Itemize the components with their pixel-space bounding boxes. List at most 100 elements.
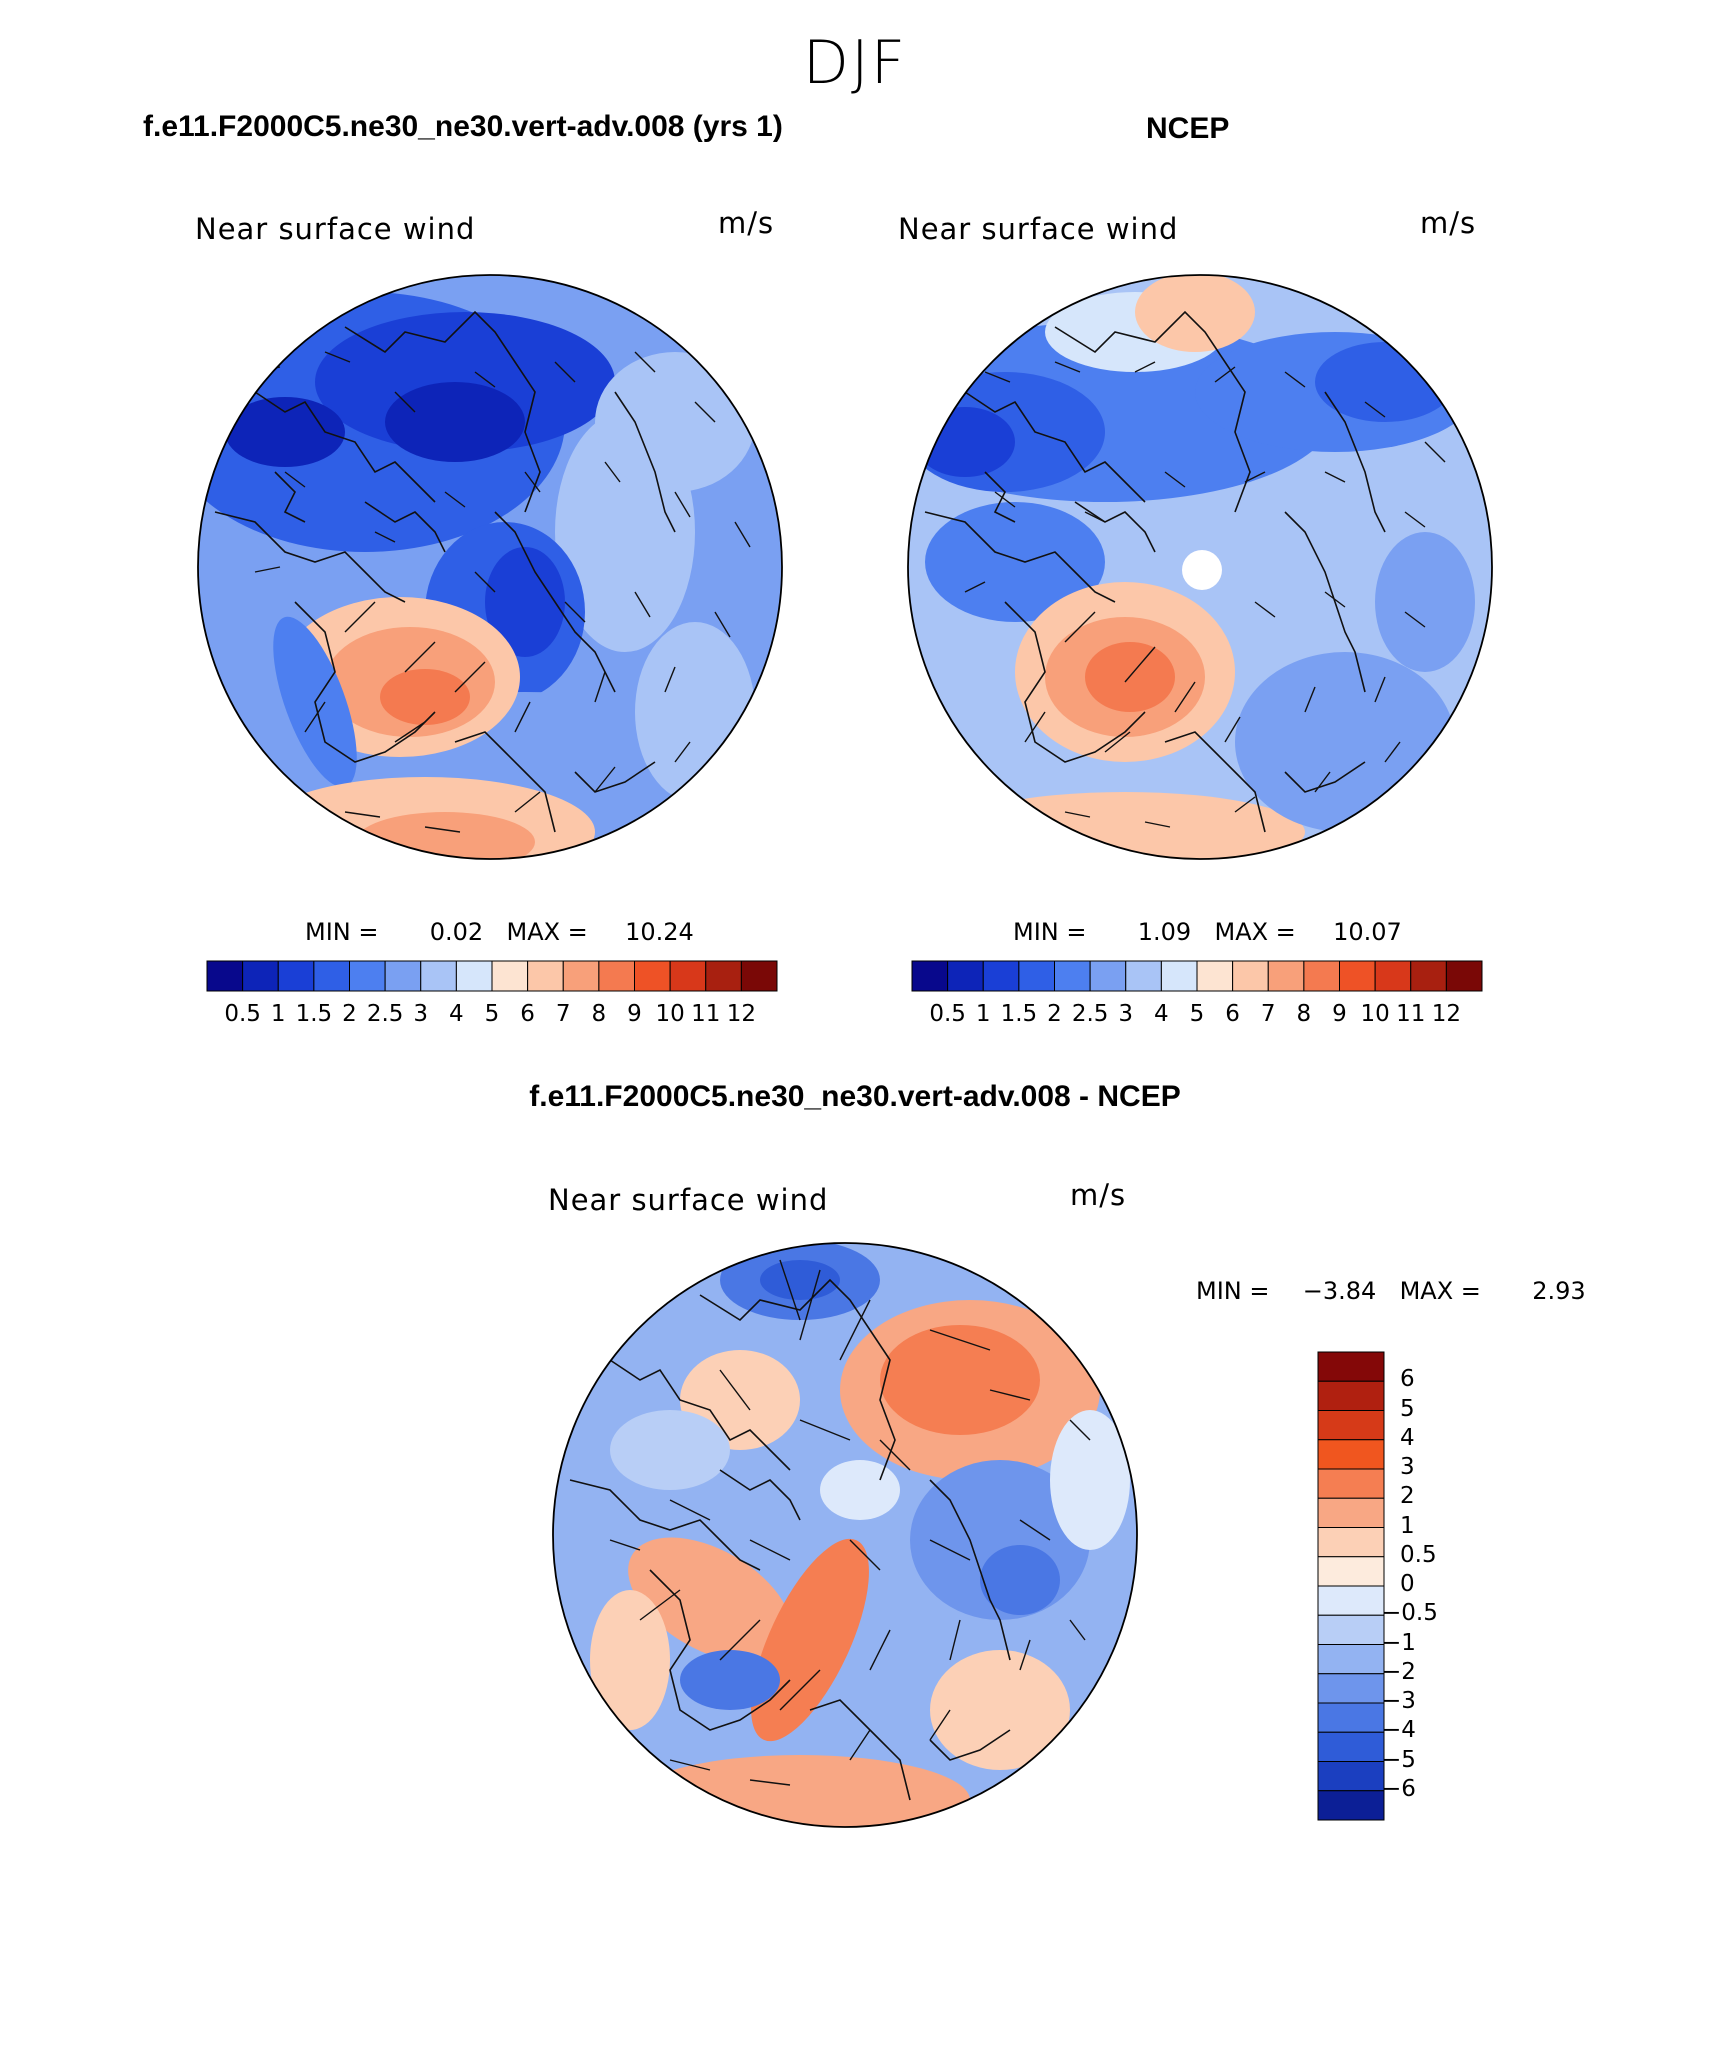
- panel-3-max-value: 2.93: [1532, 1277, 1586, 1305]
- panel-1-units-label: m/s: [718, 206, 775, 240]
- panel-3-colorbar-swatch: [1317, 1468, 1385, 1499]
- panel-1-colorbar-swatch: [242, 960, 279, 992]
- panel-3-colorbar-swatch: [1317, 1702, 1385, 1733]
- panel-1-variable-label: Near surface wind: [195, 212, 476, 246]
- panel-3-colorbar-tick-label: −2: [1382, 1658, 1416, 1685]
- panel-2-colorbar-swatch: [1339, 960, 1376, 992]
- panel-1-colorbar-swatch: [206, 960, 244, 992]
- panel-2-max-value: 10.07: [1333, 918, 1402, 946]
- panel-3-colorbar-tick-label: 4: [1400, 1424, 1415, 1451]
- panel-3-colorbar-swatch: [1317, 1644, 1385, 1675]
- panel-2-colorbar-swatch: [1089, 960, 1127, 992]
- panel-2-colorbar-swatch: [1054, 960, 1091, 992]
- panel-1-min-label: MIN =: [305, 918, 379, 946]
- panel-1-colorbar-ticks: 0.5 1 1.5 2 2.5 3 4 5 6 7 8 9 10 11 12: [207, 1001, 777, 1031]
- panel-2-colorbar-swatch: [1232, 960, 1269, 992]
- panel-3-colorbar-tick-label: 0.5: [1400, 1541, 1437, 1568]
- panel-2-variable-label: Near surface wind: [898, 212, 1179, 246]
- panel-1-colorbar-swatch: [491, 960, 529, 992]
- panel-2-colorbar-swatch: [1125, 960, 1162, 992]
- panel-2-colorbar-swatch: [1410, 960, 1447, 992]
- panel-3-colorbar-swatch: [1317, 1790, 1385, 1821]
- panel-1-colorbar-tick-label: 0.5: [224, 1001, 261, 1027]
- panel-2-colorbar-tick-label: 6: [1225, 1001, 1240, 1027]
- panel-3-colorbar-tick-label: 1: [1400, 1512, 1415, 1539]
- panel-3-colorbar-swatch: [1317, 1585, 1385, 1616]
- panel-1-colorbar-tick-label: 3: [413, 1001, 429, 1027]
- panel-2-title: NCEP: [1146, 112, 1230, 145]
- panel-3-colorbar-tick-label: −1: [1382, 1629, 1416, 1656]
- panel-3-colorbar-tick-label: 6: [1400, 1366, 1415, 1393]
- panel-1-colorbar-swatch: [634, 960, 671, 992]
- panel-3-min-label: MIN =: [1196, 1277, 1270, 1305]
- panel-1-max-value: 10.24: [625, 918, 694, 946]
- panel-3-colorbar-swatch: [1317, 1556, 1385, 1587]
- panel-1-max-label: MAX =: [506, 918, 588, 946]
- panel-2-colorbar-swatch: [1160, 960, 1198, 992]
- panel-2-colorbar-ticks: 0.5 1 1.5 2 2.5 3 4 5 6 7 8 9 10 11 12: [912, 1001, 1482, 1031]
- panel-3-colorbar-swatch: [1317, 1614, 1385, 1645]
- panel-2-colorbar: [911, 960, 1483, 992]
- panel-1-colorbar: [206, 960, 778, 992]
- panel-3-title: f.e11.F2000C5.ne30_ne30.vert-adv.008 - N…: [529, 1080, 1181, 1113]
- panel-1-colorbar-tick-label: 2: [342, 1001, 357, 1027]
- panel-1-colorbar-swatch: [598, 960, 635, 992]
- panel-2-colorbar-tick-label: 0.5: [929, 1001, 966, 1027]
- panel-2-colorbar-swatch: [911, 960, 949, 992]
- panel-3-colorbar-tick-label: −4: [1382, 1717, 1416, 1744]
- panel-2-colorbar-tick-label: 5: [1189, 1001, 1205, 1027]
- panel-2-colorbar-tick-label: 1.5: [1000, 1001, 1038, 1027]
- panel-2-polar-map: [907, 274, 1493, 860]
- panel-2-max-label: MAX =: [1214, 918, 1296, 946]
- panel-1-colorbar-tick-label: 1: [270, 1001, 286, 1027]
- panel-1-colorbar-swatch: [277, 960, 315, 992]
- panel-3-colorbar-tick-label: 3: [1400, 1454, 1415, 1480]
- panel-3-colorbar-tick-label: 0: [1400, 1571, 1415, 1597]
- panel-3-colorbar-swatch: [1317, 1410, 1385, 1441]
- panel-1-colorbar-tick-label: 2.5: [366, 1001, 404, 1027]
- panel-2-colorbar-tick-label: 1: [975, 1001, 991, 1027]
- panel-2-min-value: 1.09: [1137, 918, 1192, 946]
- panel-3-colorbar-ticks: 6 5 4 3 2 1 0.5 0 −0.5 −1 −2 −3 −4 −5 −6: [1382, 1352, 1476, 1820]
- panel-1-colorbar-swatch: [420, 960, 457, 992]
- panel-2-colorbar-tick-label: 11: [1396, 1001, 1426, 1027]
- panel-3-colorbar: [1317, 1351, 1385, 1821]
- panel-2-min-label: MIN =: [1013, 918, 1087, 946]
- panel-1-colorbar-swatch: [705, 960, 742, 992]
- panel-3-min-value: −3.84: [1302, 1277, 1377, 1305]
- panel-3-colorbar-tick-label: −6: [1382, 1775, 1416, 1802]
- panel-2-colorbar-tick-label: 2: [1047, 1001, 1062, 1027]
- panel-1-colorbar-swatch: [313, 960, 350, 992]
- panel-3-colorbar-tick-label: 2: [1400, 1483, 1415, 1510]
- panel-3-units-label: m/s: [1070, 1178, 1127, 1212]
- panel-2-stats: MIN = 1.09 MAX = 10.07: [1013, 918, 1402, 946]
- panel-1-colorbar-tick-label: 4: [449, 1001, 464, 1027]
- panel-3-colorbar-swatch: [1317, 1439, 1385, 1470]
- panel-1-colorbar-swatch: [669, 960, 707, 992]
- panel-2-colorbar-tick-label: 9: [1332, 1001, 1347, 1027]
- panel-1-colorbar-tick-label: 11: [691, 1001, 721, 1027]
- panel-3-polar-map: [552, 1242, 1138, 1828]
- panel-3-max-label: MAX =: [1399, 1277, 1481, 1305]
- panel-3-colorbar-tick-label: −3: [1382, 1688, 1416, 1714]
- panel-2-colorbar-swatch: [1018, 960, 1055, 992]
- panel-3-colorbar-swatch: [1317, 1497, 1385, 1528]
- panel-2-colorbar-tick-label: 4: [1154, 1001, 1169, 1027]
- panel-1-colorbar-tick-label: 8: [591, 1001, 607, 1027]
- panel-1-colorbar-tick-label: 12: [726, 1001, 757, 1027]
- panel-3-variable-label: Near surface wind: [548, 1183, 829, 1217]
- panel-1-colorbar-tick-label: 1.5: [295, 1001, 333, 1027]
- panel-3-colorbar-tick-label: 5: [1400, 1395, 1415, 1422]
- panel-2-units-label: m/s: [1420, 206, 1477, 240]
- panel-1-colorbar-swatch: [527, 960, 564, 992]
- panel-2-colorbar-swatch: [1303, 960, 1340, 992]
- panel-2-colorbar-swatch: [1196, 960, 1234, 992]
- panel-1-colorbar-swatch: [384, 960, 422, 992]
- panel-3-colorbar-swatch: [1317, 1673, 1385, 1704]
- panel-1-colorbar-tick-label: 7: [555, 1001, 571, 1027]
- panel-2-colorbar-tick-label: 10: [1360, 1001, 1390, 1027]
- panel-2-colorbar-swatch: [1374, 960, 1412, 992]
- panel-2-colorbar-tick-label: 7: [1260, 1001, 1276, 1027]
- panel-1-min-value: 0.02: [429, 918, 484, 946]
- panel-2-colorbar-tick-label: 8: [1296, 1001, 1312, 1027]
